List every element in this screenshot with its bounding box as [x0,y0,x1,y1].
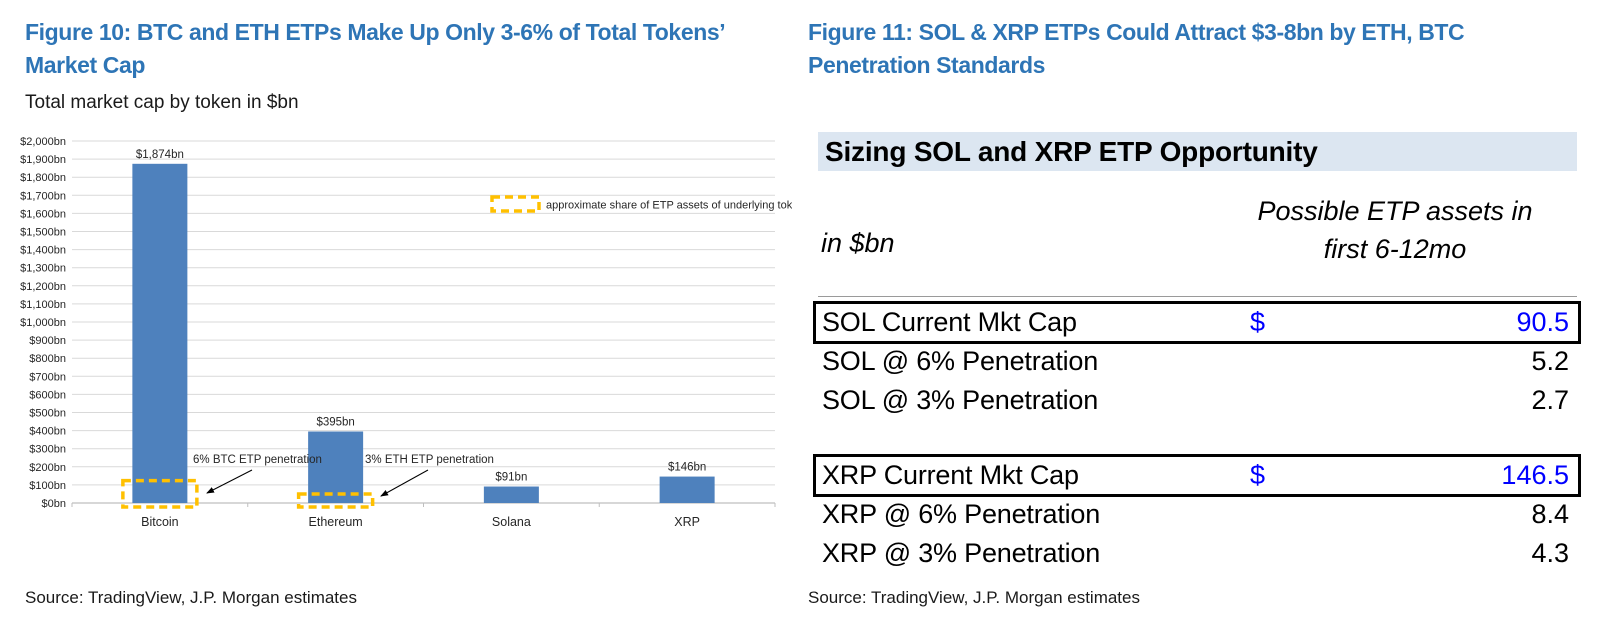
annotation-arrow [380,469,429,497]
figure10-title-line1: Figure 10: BTC and ETH ETPs Make Up Only… [25,19,726,45]
table-row: XRP Current Mkt Cap $146.5 [813,454,1581,497]
figure11-title: Figure 11: SOL & XRP ETPs Could Attract … [808,16,1465,82]
legend-label: approximate share of ETP assets of under… [546,200,792,212]
row-value: 2.7 [1531,385,1569,415]
x-axis-category-label: Ethereum [309,515,363,529]
figure11-title-line2: Penetration Standards [808,52,1045,78]
etp-share-box-bitcoin [121,478,199,509]
bar-value-label: $395bn [316,417,354,429]
row-label: SOL @ 6% Penetration [822,346,1099,376]
figure11-source: Source: TradingView, J.P. Morgan estimat… [808,588,1140,607]
figure10-title-line2: Market Cap [25,52,145,78]
y-axis-tick-label: $1,600bn [20,208,66,220]
y-axis-tick-label: $800bn [29,353,66,365]
row-label: SOL @ 3% Penetration [822,385,1099,415]
table-column-header: Possible ETP assets in first 6-12mo [1215,192,1575,268]
table-header-band: Sizing SOL and XRP ETP Opportunity [818,132,1577,171]
y-axis-tick-label: $700bn [29,371,66,383]
table-row: XRP @ 6% Penetration 8.4 [815,495,1579,534]
bar-value-label: $146bn [668,462,706,474]
y-axis-tick-label: $1,700bn [20,190,66,202]
row-value: 146.5 [1501,460,1569,490]
row-label: XRP Current Mkt Cap [822,460,1079,490]
table-row: XRP @ 3% Penetration 4.3 [815,534,1579,573]
y-axis-tick-label: $1,000bn [20,317,66,329]
figure11-title-line1: Figure 11: SOL & XRP ETPs Could Attract … [808,19,1465,45]
bar-value-label: $1,874bn [136,149,184,161]
x-axis-category-label: XRP [674,515,700,529]
table-divider [818,296,1577,297]
row-value: 4.3 [1531,538,1569,568]
table-unit-label: in $bn [821,228,895,258]
y-axis-tick-label: $1,400bn [20,245,66,257]
y-axis-tick-label: $400bn [29,426,66,438]
bar-xrp [659,476,715,503]
table-row: SOL @ 3% Penetration 2.7 [815,381,1579,420]
y-axis-tick-label: $1,200bn [20,281,66,293]
bar-ethereum [308,431,364,503]
y-axis-tick-label: $200bn [29,462,66,474]
bar-value-label: $91bn [495,472,527,484]
y-axis-tick-label: $1,900bn [20,154,66,166]
row-currency: $ [1250,460,1266,490]
table-column-header-line2: first 6-12mo [1323,234,1467,264]
y-axis-tick-label: $600bn [29,389,66,401]
row-label: XRP @ 6% Penetration [822,499,1101,529]
sizing-table: SOL Current Mkt Cap $90.5 SOL @ 6% Penetra… [813,301,1581,573]
row-label: XRP @ 3% Penetration [822,538,1101,568]
row-currency: $ [1250,307,1266,337]
row-label: SOL Current Mkt Cap [822,307,1077,337]
bar-bitcoin [132,163,188,503]
table-section-gap [815,420,1579,456]
table-title: Sizing SOL and XRP ETP Opportunity [825,136,1318,167]
y-axis-tick-label: $2,000bn [20,136,66,148]
etp-share-box-ethereum [296,492,375,509]
figure10-subtitle: Total market cap by token in $bn [25,92,299,113]
annotation-label: 6% BTC ETP penetration [193,454,322,466]
y-axis-tick-label: $0bn [42,498,66,510]
y-axis-tick-label: $100bn [29,480,66,492]
table-row: SOL @ 6% Penetration 5.2 [815,342,1579,381]
y-axis-tick-label: $500bn [29,408,66,420]
y-axis-tick-label: $1,800bn [20,172,66,184]
row-value: 5.2 [1531,346,1569,376]
annotation-arrow [206,469,253,494]
market-cap-bar-chart: $0bn $100bn $200bn $300bn $400bn $500bn $600bn… [20,136,792,529]
x-axis-category-label: Bitcoin [141,515,179,529]
legend-swatch-icon [490,195,541,213]
row-value: 90.5 [1516,307,1569,337]
annotation-label: 3% ETH ETP penetration [365,454,494,466]
table-row: SOL Current Mkt Cap $90.5 [813,301,1581,344]
figure10-title: Figure 10: BTC and ETH ETPs Make Up Only… [25,16,726,82]
y-axis-tick-label: $900bn [29,335,66,347]
y-axis-tick-label: $1,500bn [20,227,66,239]
y-axis-tick-label: $1,300bn [20,263,66,275]
y-axis-tick-label: $300bn [29,444,66,456]
table-column-header-line1: Possible ETP assets in [1257,196,1533,226]
row-value: 8.4 [1531,499,1569,529]
figure10-source: Source: TradingView, J.P. Morgan estimat… [25,588,357,607]
x-axis-category-label: Solana [492,515,531,529]
bar-solana [483,486,539,503]
y-axis-tick-label: $1,100bn [20,299,66,311]
